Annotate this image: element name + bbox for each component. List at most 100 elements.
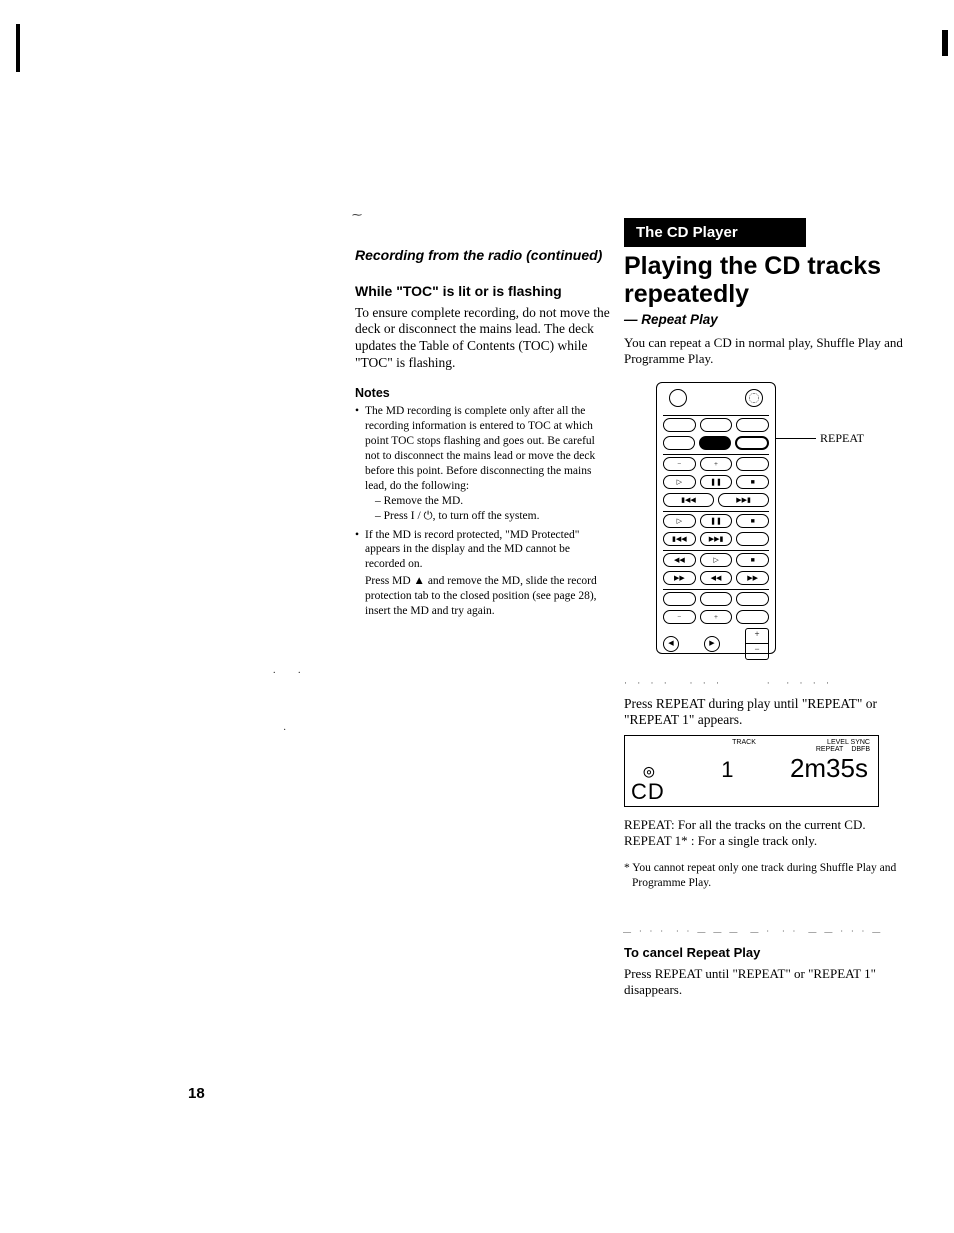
stop-icon: ■: [736, 514, 769, 528]
note-continuation: Press MD ▲ and remove the MD, slide the …: [365, 574, 610, 619]
cancel-section: To cancel Repeat Play Press REPEAT until…: [624, 945, 904, 1013]
repeat-desc-one: REPEAT 1* : For a single track only.: [624, 833, 904, 849]
remote-outline: − + ▷ ❚❚ ■ ▮◀◀ ▶▶▮ ▷ ❚❚ ■: [656, 382, 776, 654]
remote-button: ◀: [663, 636, 679, 652]
remote-button: [736, 418, 769, 432]
right-column: The CD Player Playing the CD tracks repe…: [624, 218, 904, 902]
separator: [663, 550, 769, 551]
callout-line: [776, 438, 816, 439]
note-item: If the MD is record protected, "MD Prote…: [355, 528, 610, 620]
scan-edge-mark: [942, 30, 948, 56]
separator: [663, 511, 769, 512]
scan-artifact: .: [273, 665, 276, 676]
remote-button: [735, 436, 769, 450]
remote-button: +: [700, 610, 733, 624]
scan-artifact: ·: [283, 725, 286, 736]
note-subitem: – Press I / ⏻, to turn off the system.: [365, 509, 610, 524]
volume-up-icon: +: [746, 629, 768, 645]
scan-edge-mark-left: [16, 24, 20, 72]
lcd-time: 2m35s: [790, 753, 868, 784]
remote-row: [663, 592, 769, 606]
intro-text: You can repeat a CD in normal play, Shuf…: [624, 335, 904, 368]
heading-toc: While "TOC" is lit or is flashing: [355, 283, 610, 299]
remote-row: ▷ ❚❚ ■: [663, 514, 769, 528]
remote-row: [663, 418, 769, 432]
remote-button: −: [663, 610, 696, 624]
remote-button: [736, 457, 769, 471]
repeat-button: [699, 436, 731, 450]
note-item: The MD recording is complete only after …: [355, 404, 610, 524]
remote-button: ◀◀: [700, 571, 733, 585]
stop-icon: ■: [736, 475, 769, 489]
lcd-cd-label: CD: [631, 782, 665, 802]
remote-button: +: [700, 457, 733, 471]
remote-row: ◀ ▶ + −: [663, 628, 769, 660]
remote-button: [663, 592, 696, 606]
power-icon: [745, 389, 763, 407]
manual-page: ⁓ . . · Recording from the radio (contin…: [0, 0, 954, 1233]
remote-button: −: [663, 457, 696, 471]
remote-button: [700, 418, 733, 432]
remote-button: ▶▶: [736, 571, 769, 585]
separator: [663, 454, 769, 455]
separator: [663, 589, 769, 590]
notes-heading: Notes: [355, 386, 610, 400]
remote-diagram: − + ▷ ❚❚ ■ ▮◀◀ ▶▶▮ ▷ ❚❚ ■: [624, 382, 904, 672]
volume-down-icon: −: [746, 644, 768, 659]
prev-icon: ▮◀◀: [663, 532, 696, 546]
rewind-icon: ◀◀: [663, 553, 696, 567]
instruction-text: Press REPEAT during play until "REPEAT" …: [624, 696, 904, 730]
volume-rocker: + −: [745, 628, 769, 660]
next-icon: ▶▶▮: [718, 493, 769, 507]
scan-noise-line: — · · · · · — — — — · · · — — · · · —: [623, 927, 903, 936]
prev-icon: ▮◀◀: [663, 493, 714, 507]
separator: [663, 415, 769, 416]
footnote: * You cannot repeat only one track durin…: [624, 861, 904, 891]
remote-button: [663, 418, 696, 432]
remote-row-repeat: [663, 436, 769, 450]
lcd-label-levelsync: LEVEL SYNC: [827, 739, 870, 746]
next-icon: ▶▶▮: [700, 532, 733, 546]
pause-icon: ❚❚: [700, 475, 733, 489]
note-subitem: – Remove the MD.: [365, 494, 610, 509]
remote-button: [736, 610, 769, 624]
remote-button: [663, 436, 695, 450]
lcd-label-track: TRACK: [732, 739, 756, 746]
remote-button: [669, 389, 687, 407]
play-icon: ▷: [663, 475, 696, 489]
note-text: The MD recording is complete only after …: [365, 405, 595, 492]
section-title: Playing the CD tracks repeatedly: [624, 253, 904, 308]
left-column: Recording from the radio (continued) Whi…: [355, 247, 610, 623]
play-icon: ▷: [663, 514, 696, 528]
remote-row: ▶▶ ◀◀ ▶▶: [663, 571, 769, 585]
scan-artifact: .: [298, 665, 301, 676]
remote-row: ▮◀◀ ▶▶▮: [663, 493, 769, 507]
callout-label: REPEAT: [820, 431, 864, 446]
section-tab: The CD Player: [624, 218, 806, 247]
remote-row: [663, 389, 769, 411]
remote-row: − +: [663, 457, 769, 471]
remote-row: ▮◀◀ ▶▶▮: [663, 532, 769, 546]
page-number: 18: [188, 1085, 205, 1102]
scan-artifact: ⁓: [352, 210, 362, 221]
remote-button: [736, 592, 769, 606]
para-cancel: Press REPEAT until "REPEAT" or "REPEAT 1…: [624, 966, 904, 999]
note-text: If the MD is record protected, "MD Prote…: [365, 529, 579, 571]
para-toc: To ensure complete recording, do not mov…: [355, 305, 610, 373]
pause-icon: ❚❚: [700, 514, 733, 528]
divider-dots: · · · · · · · · · · · ·: [624, 678, 904, 688]
notes-list: The MD recording is complete only after …: [355, 404, 610, 619]
repeat-desc-all: REPEAT: For all the tracks on the curren…: [624, 817, 904, 833]
lcd-display: TRACK LEVEL SYNC REPEAT DBFB ◎ CD 1 2m35…: [624, 735, 879, 807]
remote-row: ◀◀ ▷ ■: [663, 553, 769, 567]
section-continued-heading: Recording from the radio (continued): [355, 247, 610, 265]
remote-row: − +: [663, 610, 769, 624]
lcd-indicators-2: REPEAT DBFB: [625, 746, 878, 753]
fastforward-icon: ▶▶: [663, 571, 696, 585]
remote-row: ▷ ❚❚ ■: [663, 475, 769, 489]
lcd-label-repeat: REPEAT: [816, 746, 844, 753]
remote-button: [736, 532, 769, 546]
heading-cancel: To cancel Repeat Play: [624, 945, 904, 960]
lcd-track-number: 1: [721, 757, 733, 783]
remote-button: ▶: [704, 636, 720, 652]
